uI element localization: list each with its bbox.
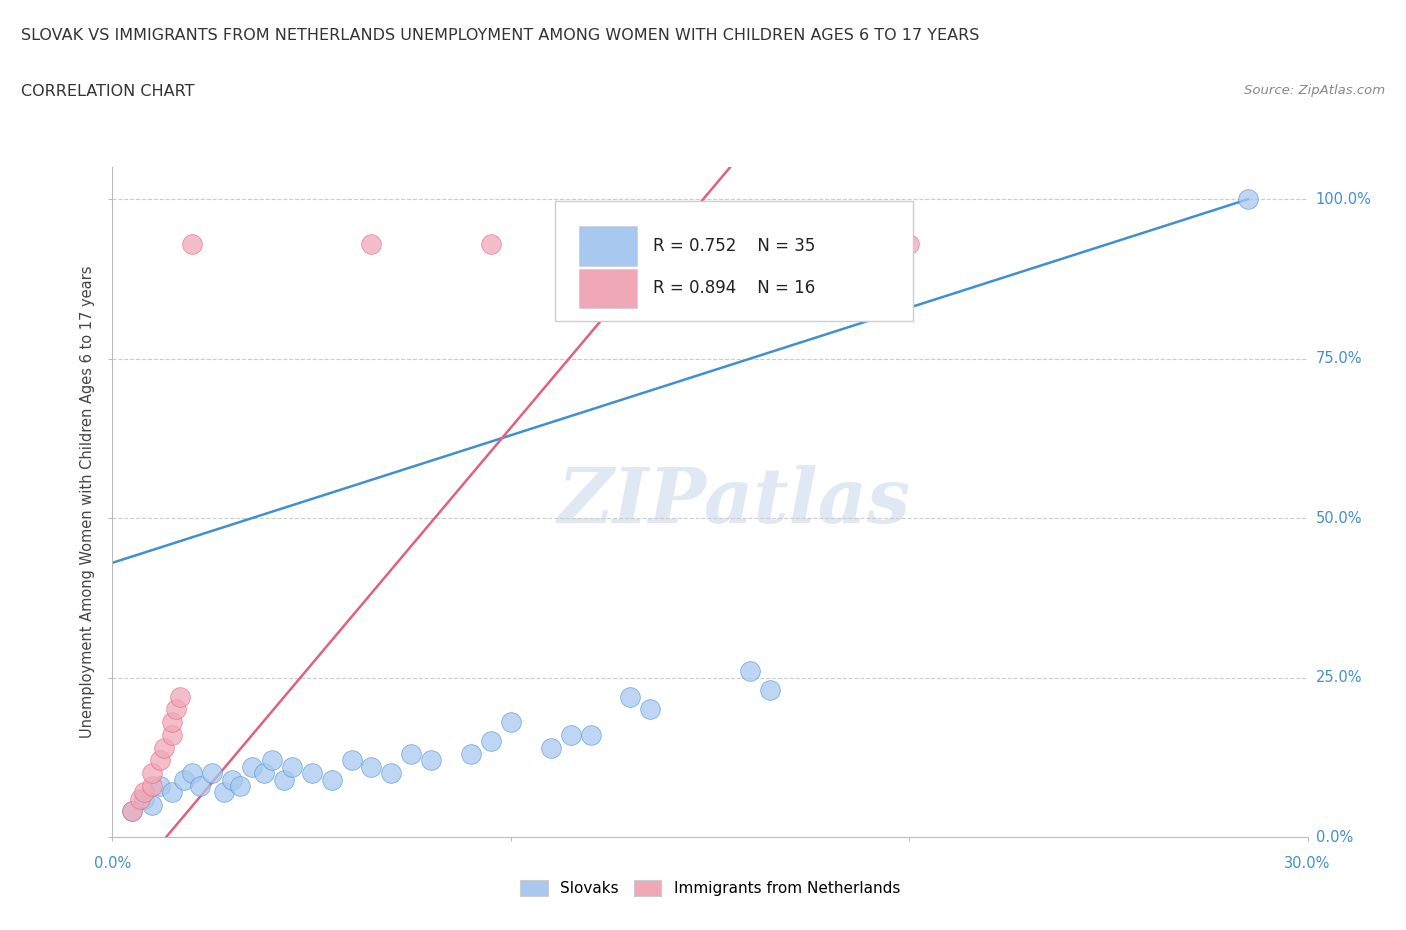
Point: [360, 760, 382, 775]
Point: [638, 702, 662, 717]
Text: CORRELATION CHART: CORRELATION CHART: [21, 84, 194, 99]
Y-axis label: Unemployment Among Women with Children Ages 6 to 17 years: Unemployment Among Women with Children A…: [80, 266, 96, 738]
Point: [121, 804, 143, 819]
Point: [134, 785, 156, 800]
Point: [321, 772, 343, 787]
FancyBboxPatch shape: [579, 269, 637, 308]
Point: [201, 765, 224, 780]
Text: Source: ZipAtlas.com: Source: ZipAtlas.com: [1244, 84, 1385, 97]
Point: [540, 740, 562, 755]
Point: [134, 791, 156, 806]
Point: [165, 702, 187, 717]
Point: [240, 760, 263, 775]
Point: [162, 715, 183, 730]
Text: 0.0%: 0.0%: [94, 857, 131, 871]
Point: [260, 753, 283, 768]
Point: [380, 765, 402, 780]
Point: [153, 740, 176, 755]
Text: R = 0.894    N = 16: R = 0.894 N = 16: [652, 279, 815, 297]
Point: [560, 727, 582, 742]
Point: [149, 778, 172, 793]
Point: [149, 753, 172, 768]
Point: [460, 747, 482, 762]
Point: [141, 798, 163, 813]
Point: [301, 765, 323, 780]
Text: SLOVAK VS IMMIGRANTS FROM NETHERLANDS UNEMPLOYMENT AMONG WOMEN WITH CHILDREN AGE: SLOVAK VS IMMIGRANTS FROM NETHERLANDS UN…: [21, 28, 980, 43]
Point: [718, 236, 741, 251]
Point: [221, 772, 243, 787]
Point: [401, 747, 423, 762]
Point: [173, 772, 195, 787]
Point: [360, 236, 382, 251]
Point: [738, 664, 761, 679]
Point: [898, 236, 921, 251]
Point: [499, 715, 522, 730]
Point: [253, 765, 276, 780]
Point: [141, 765, 163, 780]
Legend: Slovaks, Immigrants from Netherlands: Slovaks, Immigrants from Netherlands: [520, 881, 900, 897]
Point: [281, 760, 304, 775]
FancyBboxPatch shape: [579, 226, 637, 266]
Point: [169, 689, 191, 704]
Point: [340, 753, 363, 768]
Point: [181, 236, 204, 251]
Point: [121, 804, 143, 819]
Point: [759, 683, 782, 698]
Point: [619, 689, 641, 704]
FancyBboxPatch shape: [554, 201, 914, 322]
Point: [141, 778, 163, 793]
Text: R = 0.752    N = 35: R = 0.752 N = 35: [652, 237, 815, 255]
Point: [479, 236, 502, 251]
Text: ZIPatlas: ZIPatlas: [557, 465, 911, 539]
Point: [162, 785, 183, 800]
Point: [1237, 192, 1260, 206]
Text: 50.0%: 50.0%: [1316, 511, 1362, 525]
Text: 30.0%: 30.0%: [1285, 857, 1330, 871]
Point: [129, 791, 152, 806]
Point: [188, 778, 211, 793]
Point: [420, 753, 443, 768]
Point: [479, 734, 502, 749]
Text: 100.0%: 100.0%: [1316, 192, 1372, 206]
Point: [579, 727, 602, 742]
Text: 0.0%: 0.0%: [1316, 830, 1353, 844]
Text: 75.0%: 75.0%: [1316, 352, 1362, 366]
Point: [212, 785, 235, 800]
Point: [162, 727, 183, 742]
Point: [181, 765, 204, 780]
Point: [229, 778, 252, 793]
Point: [273, 772, 295, 787]
Text: 25.0%: 25.0%: [1316, 671, 1362, 685]
